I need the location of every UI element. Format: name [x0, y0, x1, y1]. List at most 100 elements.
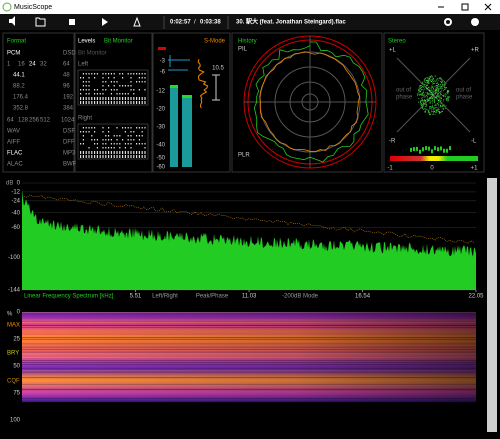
bit-dot: [82, 77, 84, 79]
stereo-dot: [429, 79, 431, 80]
bit-dot: [110, 73, 112, 75]
stereo-dot: [429, 77, 431, 79]
bit-dot: [141, 135, 143, 137]
stereo-dot: [430, 75, 432, 77]
bit-dot: [80, 155, 82, 158]
stereo-dot: [428, 76, 430, 78]
levels-mode: Bit Monitor: [104, 39, 133, 45]
stereo-dot: [420, 101, 421, 103]
stereo-dot: [423, 86, 425, 88]
bit-dot: [122, 77, 124, 79]
correlation-history: [437, 147, 439, 152]
stereo-dot: [425, 84, 427, 86]
stereo-dot: [425, 87, 427, 89]
sample-rate: 44.1: [13, 73, 25, 79]
bit-dot: [122, 127, 124, 129]
bit-dot: [133, 97, 135, 100]
stereo-dot: [439, 77, 441, 79]
bit-dot: [85, 155, 87, 158]
metronome-button[interactable]: [133, 16, 141, 27]
stereo-dot: [431, 106, 433, 108]
spectrum-area: [22, 188, 476, 290]
bit-dot: [88, 101, 90, 104]
correlation-bar: [390, 156, 478, 161]
bit-dot: [130, 89, 132, 91]
format-pcm: PCM: [7, 51, 20, 57]
bit-dot: [94, 101, 96, 104]
stereo-dot: [427, 88, 429, 90]
stereo-dot: [440, 84, 441, 85]
stereo-dot: [442, 87, 443, 89]
stereo-dot: [447, 99, 448, 101]
bit-dot: [124, 155, 126, 158]
stereo-dot: [430, 112, 432, 114]
play-button[interactable]: [102, 18, 108, 26]
stereo-dot: [437, 93, 439, 95]
bit-dot: [144, 101, 146, 104]
bit-dot: [105, 81, 107, 83]
title-bar: [0, 0, 500, 14]
stereo-dot: [423, 95, 425, 96]
stereo-dot: [443, 86, 445, 88]
stereo-dot: [428, 93, 430, 94]
bit-dot: [141, 97, 143, 100]
phase-label: phase: [396, 95, 413, 101]
stereo-dot: [432, 102, 433, 104]
stereo-dot: [432, 94, 434, 96]
bit-dot: [94, 139, 96, 141]
bit-dot: [122, 93, 124, 95]
scrollbar[interactable]: [487, 178, 497, 432]
stereo-dot: [427, 87, 428, 89]
bit-dot: [116, 127, 118, 129]
stereo-dot: [440, 92, 441, 94]
bit-dot: [102, 73, 104, 75]
stereo-dot: [440, 96, 442, 98]
bit-dot: [94, 127, 96, 129]
stereo-dot: [432, 104, 433, 106]
bit-dot: [113, 89, 115, 91]
stereo-dot: [422, 93, 424, 95]
stereo-dot: [438, 92, 440, 93]
stereo-dot: [437, 87, 439, 89]
stereo-dot: [433, 77, 434, 79]
bit-dot: [138, 73, 140, 75]
time-current: 0:02:57: [170, 20, 191, 26]
stereo-dot: [418, 97, 420, 99]
bit-dot: [133, 131, 135, 133]
stereo-dot: [423, 80, 425, 82]
stereo-dot: [422, 83, 424, 85]
stereo-dot: [446, 92, 448, 93]
settings-button[interactable]: [444, 18, 452, 26]
bit-dot: [108, 147, 110, 149]
bit-dot: [130, 135, 132, 137]
stereo-dot: [420, 85, 421, 87]
bit-dot: [94, 155, 96, 158]
stereo-dot: [443, 104, 445, 106]
bit-dot: [82, 143, 84, 145]
maximize-button[interactable]: [461, 3, 469, 11]
stereo-dot: [434, 91, 436, 93]
volume-button[interactable]: [9, 16, 15, 26]
stereo-dot: [440, 91, 441, 92]
stereo-dot: [426, 77, 428, 79]
correlation-history: [434, 146, 436, 151]
stereo-dot: [433, 100, 435, 101]
bit-dot: [96, 93, 98, 95]
stereo-dot: [421, 102, 423, 104]
stereo-dot: [436, 95, 438, 97]
stereo-dot: [431, 110, 433, 112]
bit-dot: [133, 139, 135, 141]
stop-button[interactable]: [69, 19, 75, 25]
stereo-dot: [447, 90, 449, 92]
bit-dot: [88, 155, 90, 158]
close-button[interactable]: [484, 3, 492, 11]
bit-dot: [96, 147, 98, 149]
stereo-dot: [428, 109, 430, 111]
stereo-dot: [433, 87, 434, 89]
stereo-dot: [425, 92, 427, 93]
open-button[interactable]: [35, 17, 46, 27]
history-label: PLR: [238, 153, 250, 159]
toolbar: [0, 14, 500, 30]
info-button[interactable]: [471, 18, 479, 26]
bit-dot: [102, 101, 104, 104]
